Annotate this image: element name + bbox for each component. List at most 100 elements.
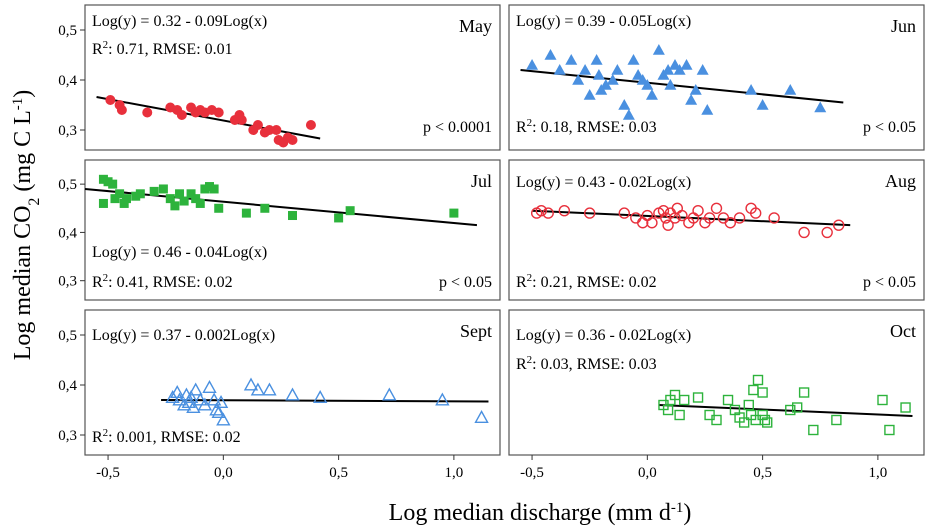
data-point	[662, 219, 674, 231]
data-point	[900, 402, 911, 413]
month-label: Sept	[460, 321, 492, 341]
data-point	[195, 198, 205, 208]
data-point	[209, 184, 219, 194]
data-point	[657, 204, 670, 217]
panel-frame	[508, 159, 925, 301]
r2-rmse-label: R2: 0.03, RMSE: 0.03	[516, 354, 657, 373]
data-point	[583, 89, 596, 100]
data-point	[334, 213, 344, 223]
data-point	[724, 217, 737, 229]
data-point	[599, 79, 612, 90]
data-point	[449, 208, 459, 218]
regression-line	[96, 96, 321, 140]
data-point	[674, 409, 685, 421]
y-tick-label: 0,4	[58, 73, 77, 89]
data-point	[692, 204, 704, 217]
data-point	[211, 405, 226, 418]
data-point	[832, 219, 845, 231]
data-point	[884, 424, 895, 436]
data-point	[252, 120, 263, 130]
regression-equation: Log(y) = 0.32 - 0.09Log(x)	[92, 13, 267, 30]
data-point	[142, 107, 153, 118]
data-point	[676, 209, 688, 222]
data-point	[768, 212, 780, 224]
y-tick-label: 0,4	[58, 225, 77, 241]
data-point	[435, 392, 450, 406]
data-point	[186, 400, 201, 413]
data-point	[618, 207, 630, 219]
data-point	[271, 125, 282, 135]
data-point	[191, 194, 201, 204]
data-point	[170, 201, 180, 211]
data-point	[831, 414, 842, 426]
regression-equation: Log(y) = 0.37 - 0.002Log(x)	[92, 327, 275, 344]
data-point	[579, 64, 592, 75]
month-label: May	[459, 16, 492, 36]
data-point	[592, 69, 605, 80]
panel-may: 0,3 0,4 0,5 May Log(y) = 0.32 - 0.09Log(x) R2…	[58, 4, 501, 151]
data-point	[701, 104, 714, 115]
data-point	[122, 194, 131, 204]
data-point	[673, 64, 686, 75]
data-point	[798, 226, 810, 239]
panel-aug: Aug Log(y) = 0.43 - 0.02Log(x) R2: 0.21, R…	[508, 159, 925, 301]
data-point	[798, 387, 810, 398]
data-point	[646, 217, 658, 229]
data-point	[606, 74, 619, 85]
data-point	[645, 89, 658, 100]
data-point	[808, 424, 819, 436]
y-tick-label: 0,3	[58, 428, 77, 444]
x-tick-label: 0,5	[753, 465, 772, 481]
p-value-label: p < 0.05	[863, 119, 916, 136]
panel-jun: Jun Log(y) = 0.39 - 0.05Log(x) R2: 0.18, R…	[508, 4, 925, 151]
x-tick-label: 0,5	[329, 465, 348, 481]
data-point	[165, 194, 175, 204]
data-point	[345, 206, 355, 216]
regression-equation: Log(y) = 0.46 - 0.04Log(x)	[92, 244, 267, 261]
data-point	[565, 54, 578, 65]
data-point	[696, 64, 709, 75]
data-point	[526, 59, 539, 70]
data-point	[689, 84, 702, 95]
regression-equation: Log(y) = 0.39 - 0.05Log(x)	[516, 13, 691, 30]
data-point	[288, 211, 297, 221]
data-point	[743, 399, 754, 411]
data-point	[703, 212, 716, 224]
data-point	[206, 392, 222, 406]
data-point	[213, 107, 224, 118]
data-point	[175, 189, 185, 199]
x-tick-label: 1,0	[445, 465, 464, 481]
data-point	[131, 191, 141, 201]
data-point	[572, 74, 585, 85]
panel-frame	[508, 309, 925, 456]
panel-frame	[508, 4, 925, 151]
data-point	[784, 84, 797, 95]
data-point	[637, 217, 649, 229]
data-point	[685, 94, 698, 105]
data-point	[590, 54, 603, 65]
data-point	[382, 387, 397, 401]
data-point	[216, 412, 231, 426]
x-tick-label: -0,5	[520, 465, 544, 481]
month-label: Jul	[471, 171, 492, 191]
x-axis-title: Log median discharge (mm d-1)	[389, 500, 692, 526]
data-point	[250, 382, 266, 396]
r2-rmse-label: R2: 0.21, RMSE: 0.02	[516, 272, 657, 291]
data-point	[105, 95, 116, 105]
data-point	[877, 394, 888, 406]
data-point	[179, 196, 189, 206]
y-tick-label: 0,5	[58, 23, 77, 39]
data-point	[535, 204, 547, 217]
month-label: Oct	[890, 321, 916, 341]
y-axis-title: Log median CO2 (mg C L-1)	[10, 90, 43, 360]
r2-rmse-label: R2: 0.41, RMSE: 0.02	[92, 272, 233, 291]
data-point	[193, 392, 208, 406]
panel-frame	[84, 4, 501, 151]
data-point	[791, 402, 803, 413]
y-tick-label: 0,3	[58, 274, 77, 290]
data-point	[749, 207, 762, 219]
data-point	[692, 392, 704, 403]
data-point	[756, 99, 769, 110]
data-point	[711, 414, 722, 426]
